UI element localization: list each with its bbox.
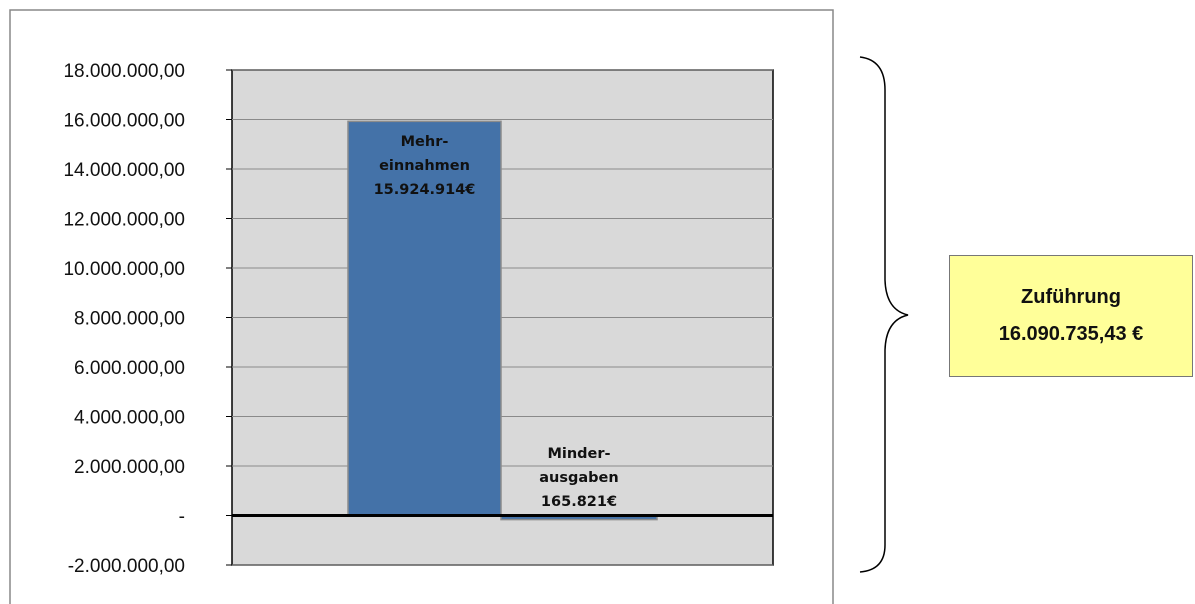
bar-data-label: einnahmen <box>379 158 470 174</box>
summary-box: Zuführung 16.090.735,43 € <box>949 255 1193 377</box>
y-tick-label: 14.000.000,00 <box>63 160 185 181</box>
summary-value: 16.090.735,43 € <box>998 323 1144 345</box>
y-tick-label: 16.000.000,00 <box>63 111 185 132</box>
y-tick-label: 8.000.000,00 <box>74 309 185 330</box>
summary-title: Zuführung <box>1021 286 1121 308</box>
bar-data-label: 165.821€ <box>541 494 617 510</box>
bar-data-label: Minder- <box>547 446 610 462</box>
bar-data-label: Mehr- <box>401 134 449 150</box>
y-tick-label: 4.000.000,00 <box>74 408 185 429</box>
y-tick-label: 2.000.000,00 <box>74 457 185 478</box>
y-tick-label: 10.000.000,00 <box>63 259 185 280</box>
brace-shape <box>859 56 909 573</box>
y-tick-label: 18.000.000,00 <box>63 61 185 82</box>
bar <box>347 120 502 517</box>
y-tick-label: -2.000.000,00 <box>68 556 185 577</box>
y-tick-label: - <box>179 507 185 528</box>
y-tick-label: 6.000.000,00 <box>74 358 185 379</box>
bar-data-label: ausgaben <box>539 470 618 486</box>
bar-data-label: 15.924.914€ <box>374 182 476 198</box>
y-tick-label: 12.000.000,00 <box>63 210 185 231</box>
